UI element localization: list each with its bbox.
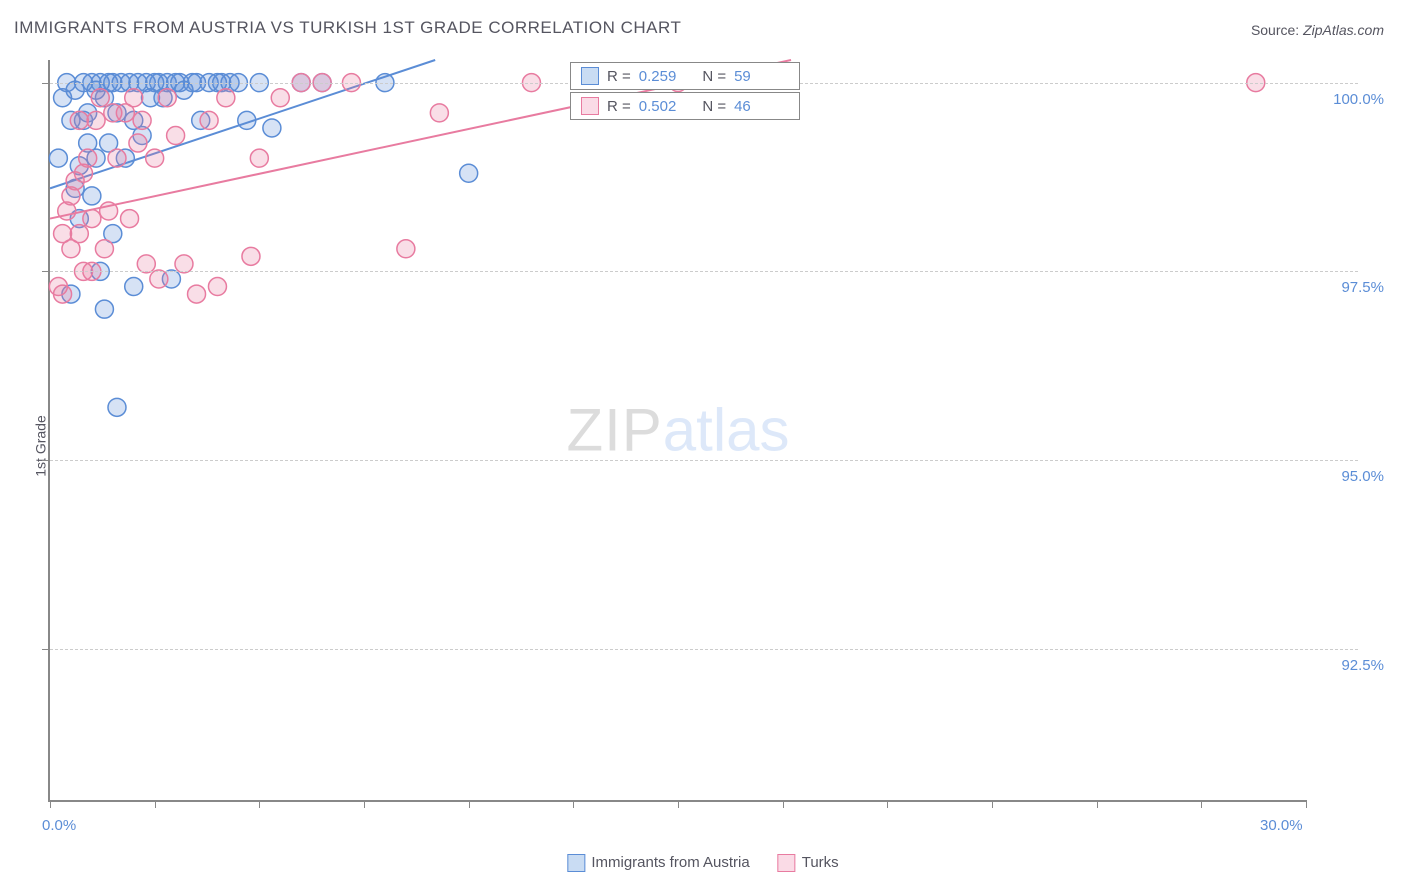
source-value: ZipAtlas.com: [1303, 22, 1384, 38]
gridline-horizontal: [50, 271, 1358, 272]
y-tick: [42, 649, 50, 650]
legend-swatch: [581, 97, 599, 115]
stat-n-label: N =: [702, 68, 726, 85]
scatter-point: [91, 89, 109, 107]
scatter-point: [430, 104, 448, 122]
legend-swatch: [581, 67, 599, 85]
scatter-point: [158, 89, 176, 107]
x-tick: [1097, 800, 1098, 808]
scatter-point: [208, 278, 226, 296]
legend-label: Turks: [802, 854, 839, 871]
scatter-point: [49, 149, 67, 167]
scatter-point: [137, 255, 155, 273]
scatter-point: [79, 149, 97, 167]
stat-n-value: 46: [734, 98, 751, 115]
stat-r-value: 0.502: [639, 98, 677, 115]
y-tick-label: 97.5%: [1341, 279, 1384, 296]
x-tick: [469, 800, 470, 808]
scatter-point: [108, 398, 126, 416]
stat-n-label: N =: [702, 98, 726, 115]
scatter-point: [150, 270, 168, 288]
y-axis-label: 1st Grade: [33, 415, 49, 476]
scatter-point: [263, 119, 281, 137]
scatter-point: [175, 255, 193, 273]
scatter-point: [125, 278, 143, 296]
gridline-horizontal: [50, 649, 1358, 650]
legend-item: Immigrants from Austria: [567, 854, 749, 872]
scatter-point: [125, 89, 143, 107]
stat-n-value: 59: [734, 68, 751, 85]
gridline-horizontal: [50, 460, 1358, 461]
scatter-point: [129, 134, 147, 152]
plot-svg: [50, 60, 1306, 800]
stat-r-label: R =: [607, 68, 631, 85]
scatter-point: [108, 149, 126, 167]
scatter-point: [188, 285, 206, 303]
x-tick: [1306, 800, 1307, 808]
x-tick: [259, 800, 260, 808]
legend-label: Immigrants from Austria: [591, 854, 749, 871]
y-tick: [42, 83, 50, 84]
y-tick-label: 92.5%: [1341, 657, 1384, 674]
x-tick: [573, 800, 574, 808]
y-tick-label: 95.0%: [1341, 468, 1384, 485]
source-credit: Source: ZipAtlas.com: [1251, 22, 1384, 38]
legend-item: Turks: [778, 854, 839, 872]
y-tick: [42, 271, 50, 272]
stat-box: R = 0.259 N = 59: [570, 62, 800, 90]
scatter-point: [397, 240, 415, 258]
scatter-point: [242, 247, 260, 265]
y-tick-label: 100.0%: [1333, 91, 1384, 108]
stat-box: R = 0.502 N = 46: [570, 92, 800, 120]
legend-swatch: [778, 854, 796, 872]
legend-bottom: Immigrants from Austria Turks: [567, 854, 838, 872]
scatter-point: [54, 285, 72, 303]
scatter-point: [87, 111, 105, 129]
legend-swatch: [567, 854, 585, 872]
y-tick: [42, 460, 50, 461]
scatter-point: [70, 225, 88, 243]
scatter-point: [146, 149, 164, 167]
stat-r-value: 0.259: [639, 68, 677, 85]
x-tick-label: 30.0%: [1260, 817, 1303, 834]
scatter-point: [95, 300, 113, 318]
scatter-point: [83, 187, 101, 205]
x-tick: [992, 800, 993, 808]
x-tick-label: 0.0%: [42, 817, 76, 834]
plot-area: ZIPatlas: [48, 60, 1306, 802]
scatter-point: [460, 164, 478, 182]
source-label: Source:: [1251, 22, 1299, 38]
chart-title: IMMIGRANTS FROM AUSTRIA VS TURKISH 1ST G…: [14, 18, 681, 38]
x-tick: [678, 800, 679, 808]
x-tick: [50, 800, 51, 808]
scatter-point: [167, 127, 185, 145]
x-tick: [1201, 800, 1202, 808]
x-tick: [887, 800, 888, 808]
scatter-point: [70, 111, 88, 129]
x-tick: [783, 800, 784, 808]
scatter-point: [95, 240, 113, 258]
scatter-point: [133, 111, 151, 129]
scatter-point: [271, 89, 289, 107]
x-tick: [155, 800, 156, 808]
scatter-point: [83, 210, 101, 228]
stat-r-label: R =: [607, 98, 631, 115]
scatter-point: [250, 149, 268, 167]
scatter-point: [200, 111, 218, 129]
x-tick: [364, 800, 365, 808]
scatter-point: [217, 89, 235, 107]
scatter-point: [121, 210, 139, 228]
